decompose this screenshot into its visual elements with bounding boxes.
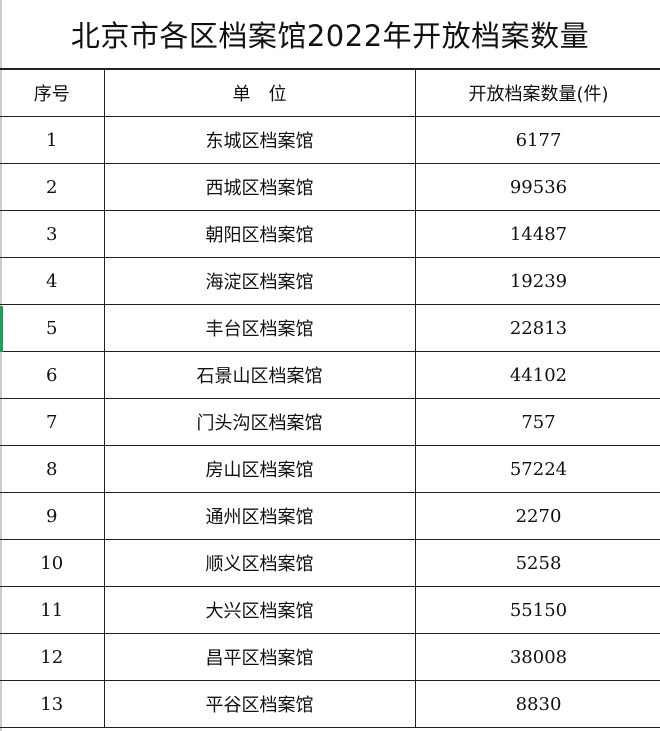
table-row: 12 昌平区档案馆 38008	[0, 633, 660, 681]
cell-no[interactable]: 10	[0, 539, 105, 587]
cell-unit[interactable]: 石景山区档案馆	[103, 351, 416, 399]
table-row: 8 房山区档案馆 57224	[0, 445, 660, 493]
table-row: 4 海淀区档案馆 19239	[0, 257, 660, 305]
cell-count[interactable]: 2270	[414, 492, 660, 540]
cell-no[interactable]: 5	[0, 304, 105, 352]
cell-count[interactable]: 44102	[414, 351, 660, 399]
table-row: 6 石景山区档案馆 44102	[0, 351, 660, 399]
cell-no[interactable]: 1	[0, 116, 105, 164]
cell-count[interactable]: 14487	[414, 210, 660, 258]
header-count[interactable]: 开放档案数量(件)	[414, 69, 660, 117]
table-row: 9 通州区档案馆 2270	[0, 492, 660, 540]
cell-unit[interactable]: 朝阳区档案馆	[103, 210, 416, 258]
cell-no[interactable]: 4	[0, 257, 105, 305]
cell-count[interactable]: 57224	[414, 445, 660, 493]
cell-unit[interactable]: 房山区档案馆	[103, 445, 416, 493]
table-row: 11 大兴区档案馆 55150	[0, 586, 660, 634]
cell-count[interactable]: 55150	[414, 586, 660, 634]
cell-no[interactable]: 12	[0, 633, 105, 681]
cell-count[interactable]: 5258	[414, 539, 660, 587]
cell-count[interactable]: 19239	[414, 257, 660, 305]
header-row: 序号 单 位 开放档案数量(件)	[0, 69, 660, 117]
cell-count[interactable]: 38008	[414, 633, 660, 681]
cell-no[interactable]: 2	[0, 163, 105, 211]
cell-unit[interactable]: 门头沟区档案馆	[103, 398, 416, 446]
cell-no[interactable]: 6	[0, 351, 105, 399]
archive-table: 序号 单 位 开放档案数量(件) 1 东城区档案馆 6177 2 西城区档案馆 99536…	[0, 69, 660, 728]
row-selection-marker	[0, 306, 3, 352]
table-row: 10 顺义区档案馆 5258	[0, 539, 660, 587]
cell-unit[interactable]: 通州区档案馆	[103, 492, 416, 540]
header-no[interactable]: 序号	[0, 69, 105, 117]
cell-count[interactable]: 8830	[414, 680, 660, 728]
cell-no[interactable]: 11	[0, 586, 105, 634]
cell-unit[interactable]: 丰台区档案馆	[103, 304, 416, 352]
cell-unit[interactable]: 海淀区档案馆	[103, 257, 416, 305]
header-unit[interactable]: 单 位	[103, 69, 416, 117]
table-row: 1 东城区档案馆 6177	[0, 116, 660, 164]
table-row: 2 西城区档案馆 99536	[0, 163, 660, 211]
cell-unit[interactable]: 东城区档案馆	[103, 116, 416, 164]
table-row: 7 门头沟区档案馆 757	[0, 398, 660, 446]
table-row: 3 朝阳区档案馆 14487	[0, 210, 660, 258]
cell-no[interactable]: 9	[0, 492, 105, 540]
cell-unit[interactable]: 大兴区档案馆	[103, 586, 416, 634]
sheet-title[interactable]: 北京市各区档案馆2022年开放档案数量	[0, 0, 660, 70]
cell-count[interactable]: 6177	[414, 116, 660, 164]
cell-unit[interactable]: 昌平区档案馆	[103, 633, 416, 681]
cell-no[interactable]: 7	[0, 398, 105, 446]
cell-unit[interactable]: 西城区档案馆	[103, 163, 416, 211]
cell-count[interactable]: 99536	[414, 163, 660, 211]
cell-unit[interactable]: 顺义区档案馆	[103, 539, 416, 587]
cell-unit[interactable]: 平谷区档案馆	[103, 680, 416, 728]
cell-count[interactable]: 757	[414, 398, 660, 446]
table-row: 13 平谷区档案馆 8830	[0, 680, 660, 728]
cell-count[interactable]: 22813	[414, 304, 660, 352]
cell-no[interactable]: 3	[0, 210, 105, 258]
cell-no[interactable]: 13	[0, 680, 105, 728]
cell-no[interactable]: 8	[0, 445, 105, 493]
table-row: 5 丰台区档案馆 22813	[0, 304, 660, 352]
